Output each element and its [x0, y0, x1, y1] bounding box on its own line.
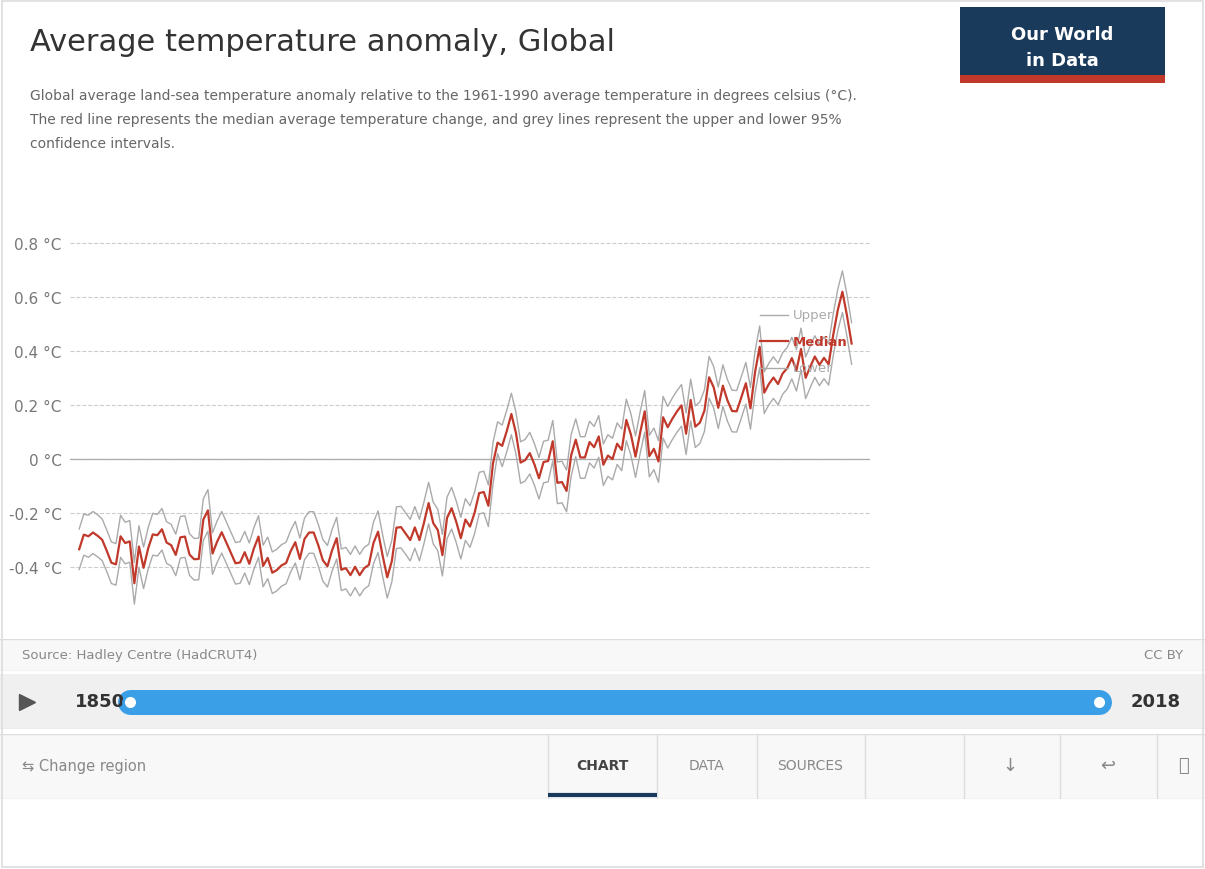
Text: ⤢: ⤢	[1178, 756, 1188, 774]
Text: ⇆ Change region: ⇆ Change region	[22, 758, 146, 773]
Text: confidence intervals.: confidence intervals.	[30, 137, 175, 151]
Text: 1850: 1850	[75, 693, 125, 711]
Text: Average temperature anomaly, Global: Average temperature anomaly, Global	[30, 28, 615, 56]
Text: CHART: CHART	[576, 759, 629, 773]
Text: Global average land-sea temperature anomaly relative to the 1961-1990 average te: Global average land-sea temperature anom…	[30, 89, 857, 103]
Text: SOURCES: SOURCES	[777, 759, 842, 773]
Text: The red line represents the median average temperature change, and grey lines re: The red line represents the median avera…	[30, 113, 842, 127]
Text: Source: Hadley Centre (HadCRUT4): Source: Hadley Centre (HadCRUT4)	[22, 649, 257, 661]
Text: Median: Median	[793, 335, 847, 348]
Text: Lower: Lower	[793, 362, 833, 375]
Text: DATA: DATA	[688, 759, 724, 773]
Text: in Data: in Data	[1027, 51, 1099, 70]
Text: Our World: Our World	[1011, 25, 1113, 43]
Text: Upper: Upper	[793, 309, 833, 322]
Text: 2018: 2018	[1130, 693, 1181, 711]
Text: CC BY: CC BY	[1145, 649, 1183, 661]
Text: ↩: ↩	[1100, 756, 1115, 774]
Text: ↓: ↓	[1003, 756, 1017, 774]
